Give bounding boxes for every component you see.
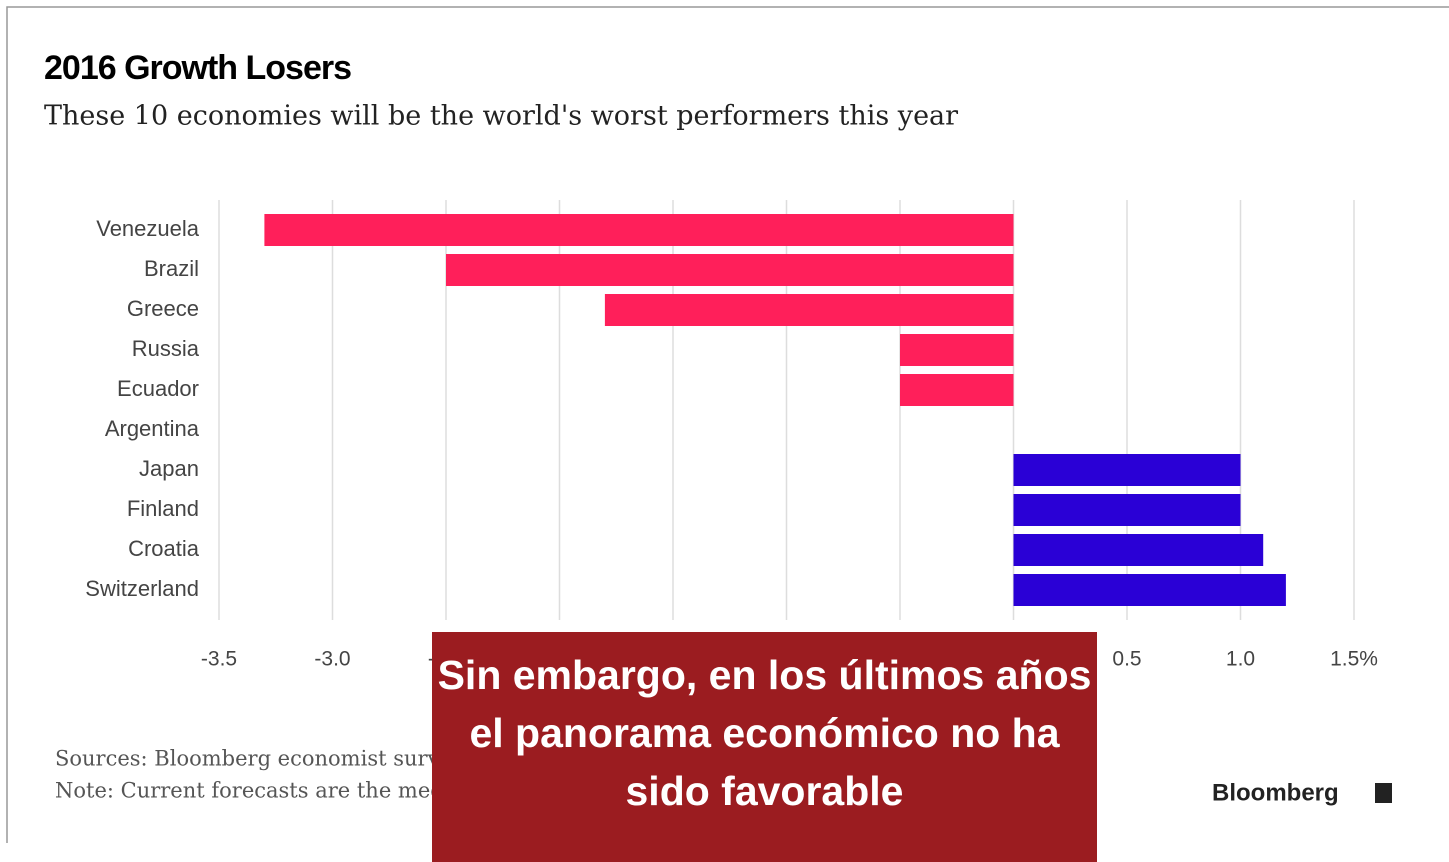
- x-tick-label: 1.5%: [1330, 648, 1378, 671]
- bar: [1013, 454, 1241, 486]
- y-tick-label: Ecuador: [117, 376, 199, 401]
- y-tick-label: Argentina: [105, 416, 200, 441]
- x-tick-label: -3.5: [201, 648, 237, 671]
- y-tick-label: Switzerland: [85, 576, 199, 601]
- bar: [1013, 574, 1286, 606]
- y-tick-label: Japan: [139, 456, 199, 481]
- x-tick-label: 0.5: [1112, 648, 1141, 671]
- border: [6, 6, 1449, 843]
- x-tick-label: -3.0: [314, 648, 350, 671]
- bar: [446, 254, 1014, 286]
- bar: [900, 374, 1014, 406]
- x-tick-label: 1.0: [1226, 648, 1255, 671]
- y-tick-label: Finland: [127, 496, 199, 521]
- frame: 2016 Growth Losers These 10 economies wi…: [6, 6, 1449, 862]
- brand: Bloomberg: [1212, 779, 1339, 806]
- y-tick-label: Venezuela: [96, 216, 200, 241]
- y-tick-label: Greece: [127, 296, 199, 321]
- bar: [1013, 494, 1241, 526]
- bar: [604, 294, 1014, 326]
- overlay-caption: Sin embargo, en los últimos años el pano…: [432, 632, 1097, 862]
- bar: [900, 334, 1014, 366]
- y-tick-label: Brazil: [144, 256, 199, 281]
- bar: [1013, 534, 1264, 566]
- page: 2016 Growth Losers These 10 economies wi…: [6, 6, 1449, 862]
- chart-title: 2016 Growth Losers: [44, 49, 351, 87]
- brand-icon: [1375, 783, 1392, 803]
- bar: [264, 214, 1014, 246]
- y-tick-label: Russia: [132, 336, 200, 361]
- chart-subtitle: These 10 economies will be the world's w…: [44, 101, 958, 132]
- y-tick-label: Croatia: [128, 536, 200, 561]
